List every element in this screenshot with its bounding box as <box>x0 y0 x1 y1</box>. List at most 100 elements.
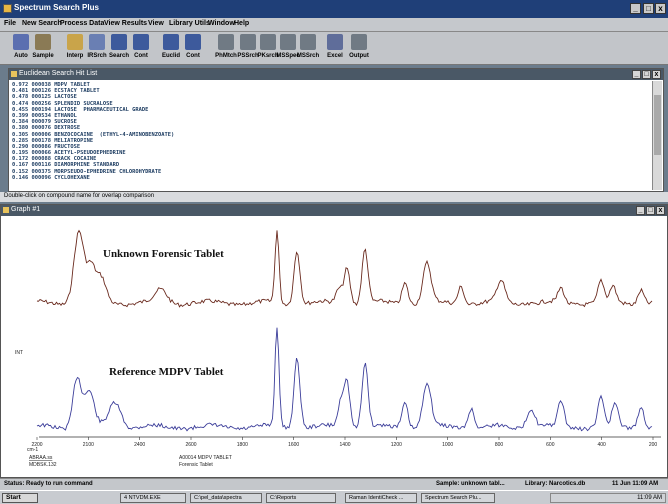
x-tick-label: 400 <box>597 442 606 448</box>
hit-list-row[interactable]: 0.455 000194 LACTOSE PHARMACEUTICAL GRAD… <box>12 106 149 113</box>
window-title: Spectrum Search Plus <box>14 3 99 12</box>
toolbar-button-mssrch[interactable]: MSSrch <box>295 34 321 64</box>
hit-list-maximize-button[interactable]: □ <box>642 70 651 79</box>
hit-list-row[interactable]: 0.478 000125 LACTOSE <box>12 94 77 101</box>
status-text: Status: Ready to run command <box>4 481 93 487</box>
taskbar-item-reports-folder[interactable]: C:\Reports <box>266 493 336 503</box>
toolbar-button-sample[interactable]: Sample <box>30 34 56 64</box>
maximize-button[interactable]: □ <box>643 3 654 14</box>
ps-search-icon <box>240 34 256 50</box>
hit-list-row[interactable]: 0.172 000088 CRACK COCAINE <box>12 156 97 163</box>
ir-search-icon <box>89 34 105 50</box>
x-tick-label: 2100 <box>83 442 94 448</box>
menu-library-utils[interactable]: Library Utils <box>169 20 210 27</box>
toolbar-button-cont-euclid[interactable]: Cont <box>180 34 206 64</box>
mid-caption-2: Forensic Tablet <box>179 462 213 468</box>
graph-close-button[interactable]: x <box>656 206 665 215</box>
clock: 11:09 AM <box>637 495 662 501</box>
hint-bar: Double-click on compound name for overla… <box>0 192 668 202</box>
graph-maximize-button[interactable]: □ <box>646 206 655 215</box>
x-tick-label: 1800 <box>237 442 248 448</box>
menu-view[interactable]: View <box>148 20 164 27</box>
hit-list-row[interactable]: 0.285 000178 MELIATROPINE <box>12 137 94 144</box>
toolbar-button-search[interactable]: Search <box>106 34 132 64</box>
menu-new-search[interactable]: New Search <box>22 20 62 27</box>
hit-list: 0.972 000038 MDPV TABLET 0.481 000126 ECS… <box>12 82 652 196</box>
menu-process-data[interactable]: Process Data <box>60 20 105 27</box>
hint-text: Double-click on compound name for overla… <box>4 193 155 199</box>
hit-list-row[interactable]: 0.481 000126 ECSTACY TABLET <box>12 88 100 95</box>
hit-list-row[interactable]: 0.305 000006 BENZOCOCAINE (ETHYL-4-AMINO… <box>12 131 175 138</box>
menu-help[interactable]: Help <box>234 20 250 27</box>
hit-list-row[interactable]: 0.474 000256 SPLENDID SUCRALOSE <box>12 100 113 107</box>
toolbar-button-pksrch[interactable]: PKsrch <box>255 34 281 64</box>
x-tick-label: 1400 <box>339 442 350 448</box>
x-tick-label: 800 <box>495 442 504 448</box>
reference-label: Reference MDPV Tablet <box>109 366 224 378</box>
hit-list-minimize-button[interactable]: _ <box>632 70 641 79</box>
left-caption-2: MDBSK.132 <box>29 462 57 468</box>
x-tick-label: 200 <box>649 442 658 448</box>
sample-icon <box>35 34 51 50</box>
menu-view-results[interactable]: View Results <box>104 20 148 27</box>
mid-caption-1: A00014 MDPV TABLET <box>179 455 232 461</box>
x-tick-label: 2200 <box>31 442 42 448</box>
toolbar-button-phmtch[interactable]: PhMtch <box>213 34 239 64</box>
taskbar-item-spectrum-search[interactable]: Spectrum Search Plu... <box>421 493 495 503</box>
hit-list-scrollbar[interactable] <box>652 81 662 190</box>
search-icon <box>111 34 127 50</box>
toolbar-button-euclid[interactable]: Euclid <box>158 34 184 64</box>
hit-list-panel: Euclidean Search Hit List _ □ x 0.972 00… <box>8 68 664 192</box>
x-tick-label: 600 <box>546 442 555 448</box>
toolbar-button-interp[interactable]: Interp <box>62 34 88 64</box>
hit-list-row[interactable]: 0.146 000096 CYCLOHEXANE <box>12 174 90 181</box>
y-axis-label: INT <box>15 350 23 356</box>
output-icon <box>351 34 367 50</box>
toolbar-button-pssrch[interactable]: PSSrch <box>235 34 261 64</box>
graph-panel: Graph #1 _ □ x 2200 2100 2400 2600 1800 1600 1… <box>0 204 668 478</box>
hit-list-row[interactable]: 0.167 000116 DIAMORPHINE STANDARD <box>12 162 120 169</box>
excel-icon <box>327 34 343 50</box>
graph-minimize-button[interactable]: _ <box>636 206 645 215</box>
start-button[interactable]: Start <box>2 493 38 503</box>
graph-title: Graph #1 <box>11 206 41 213</box>
hit-list-row[interactable]: 0.152 000375 MORPSEUDO-EPHEDRINE CHLOROH… <box>12 168 162 175</box>
hit-list-scroll-thumb[interactable] <box>654 95 661 155</box>
menu-bar: File New Search Process Data View Result… <box>0 18 668 32</box>
x-tick-label: 1200 <box>391 442 402 448</box>
taskbar-item-ntvdm[interactable]: 4 NTVDM.EXE <box>120 493 186 503</box>
hit-list-close-button[interactable]: x <box>652 70 661 79</box>
graph-window-icon <box>3 207 9 213</box>
minimize-button[interactable]: _ <box>630 3 641 14</box>
unknown-spectrum-trace <box>36 229 653 308</box>
hit-list-row[interactable]: 0.399 000534 ETHANOL <box>12 112 77 119</box>
toolbar-button-msspec[interactable]: MSSpec <box>275 34 301 64</box>
toolbar-button-output[interactable]: Output <box>346 34 372 64</box>
app-icon <box>3 4 12 13</box>
ph-match-icon <box>218 34 234 50</box>
ms-search-icon <box>300 34 316 50</box>
hit-list-row[interactable]: 0.290 000086 FRUCTOSE <box>12 143 81 150</box>
menu-window[interactable]: Window <box>208 20 235 27</box>
toolbar-button-auto[interactable]: Auto <box>8 34 34 64</box>
spectrum-plot[interactable]: 2200 2100 2400 2600 1800 1600 1400 1200 1000 800 6… <box>1 205 668 479</box>
hit-list-window-icon <box>11 71 17 77</box>
menu-file[interactable]: File <box>4 20 17 27</box>
toolbar-button-cont[interactable]: Cont <box>128 34 154 64</box>
toolbar-button-irsrch[interactable]: IRSrch <box>84 34 110 64</box>
hit-list-row[interactable]: 0.972 000038 MDPV TABLET <box>12 82 90 88</box>
taskbar-item-spectra-folder[interactable]: C:\pel_data\spectra <box>190 493 262 503</box>
close-button[interactable]: x <box>655 3 666 14</box>
hit-list-row[interactable]: 0.380 000076 DEXTROSE <box>12 125 81 132</box>
hit-list-title-bar: Euclidean Search Hit List _ □ x <box>9 69 663 80</box>
x-tick-label: 1600 <box>288 442 299 448</box>
title-bar: Spectrum Search Plus _ □ x <box>0 0 668 18</box>
status-date: 11 Jun 11:09 AM <box>612 481 659 487</box>
toolbar-button-excel[interactable]: Excel <box>322 34 348 64</box>
hit-list-row[interactable]: 0.195 000066 ACETYL-PSEUDOEPHEDRINE <box>12 150 126 157</box>
hit-list-row[interactable]: 0.384 000079 SUCROSE <box>12 119 77 126</box>
hit-list-title: Euclidean Search Hit List <box>19 70 98 77</box>
auto-search-icon <box>13 34 29 50</box>
taskbar-item-raman-identicheck[interactable]: Raman IdentiCheck ... <box>345 493 417 503</box>
reference-spectrum-trace <box>36 327 653 432</box>
